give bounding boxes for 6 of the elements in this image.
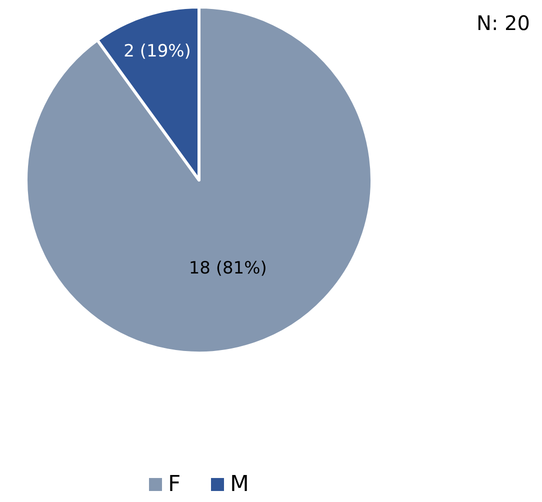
data-label: 18 (81%): [188, 258, 267, 279]
legend-label: M: [230, 472, 249, 497]
legend-label: F: [168, 472, 181, 497]
data-label: 2 (19%): [124, 41, 191, 62]
text: N: 20: [476, 11, 530, 35]
pie-slice: [24, 6, 374, 354]
